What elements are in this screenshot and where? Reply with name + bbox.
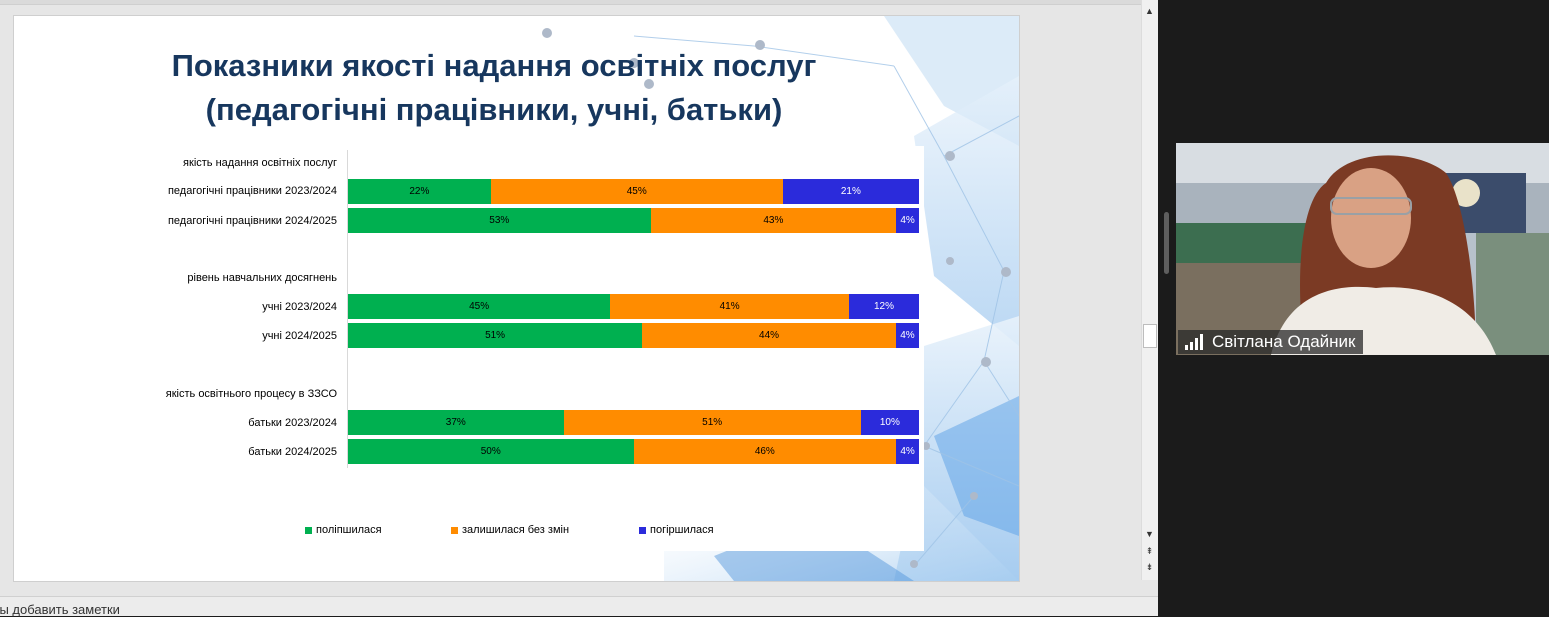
bar-data-label: 53% [489,215,510,226]
bar-segment-unchanged: 51% [563,410,861,435]
slide-editor: Показники якості надання освітніх послуг… [0,0,1159,617]
category-label: батьки 2024/2025 [248,446,337,458]
bar-data-label: 43% [763,215,784,226]
legend-swatch [451,526,458,534]
group-header-achievements: рівень навчальних досягнень [187,272,337,284]
bar-data-label: 37% [445,417,466,428]
previous-slide-icon[interactable]: ⇞ [1145,546,1154,556]
participant-video-frame [1176,143,1549,355]
legend-label: залишилася без змін [462,524,570,536]
bar-segment-worsened: 10% [860,410,919,435]
scrollbar-thumb[interactable] [1143,324,1157,348]
bar-segment-unchanged: 43% [650,208,897,233]
bar-segment-improved: 53% [348,208,651,233]
legend-item-unchanged: залишилася без змін [451,524,569,536]
category-label: учні 2024/2025 [262,330,337,342]
category-label: батьки 2023/2024 [248,417,337,429]
bar-segment-unchanged: 44% [642,323,896,348]
bar-segment-worsened: 4% [896,439,919,464]
bar-data-label: 12% [874,301,895,312]
signal-bars-icon [1185,334,1203,350]
bar-data-label: 41% [719,301,740,312]
bar-row: 37% 51% 10% [348,410,919,435]
group-header-services: якість надання освітніх послуг [183,157,337,169]
bar-data-label: 10% [879,417,900,428]
bar-segment-improved: 50% [348,439,634,464]
legend-item-improved: поліпшилася [305,524,382,536]
slide-title: Показники якості надання освітніх послуг… [14,44,974,132]
participant-video[interactable] [1176,143,1549,355]
bar-data-label: 4% [900,446,915,457]
slide-canvas[interactable]: Показники якості надання освітніх послуг… [14,16,1019,581]
bar-data-label: 4% [900,215,915,226]
legend-label: погіршилася [650,524,714,536]
legend-swatch [639,526,646,534]
pane-resize-handle[interactable] [1164,212,1169,274]
bar-data-label: 51% [485,330,506,341]
legend-swatch [305,526,312,534]
category-label: учні 2023/2024 [262,301,337,313]
bar-segment-improved: 45% [348,294,611,319]
bar-segment-unchanged: 46% [633,439,897,464]
notes-pane[interactable]: бы добавить заметки [0,596,1158,617]
bar-data-label: 46% [754,446,775,457]
scroll-down-icon[interactable]: ▼ [1145,529,1154,539]
bar-row: 45% 41% 12% [348,294,919,319]
bar-data-label: 51% [702,417,723,428]
next-slide-icon[interactable]: ⇟ [1145,562,1154,572]
legend-label: поліпшилася [316,524,382,536]
legend-item-worsened: погіршилася [639,524,714,536]
bar-row: 22% 45% 21% [348,179,919,204]
bar-segment-improved: 22% [348,179,491,204]
bar-data-label: 50% [480,446,501,457]
category-label: педагогічні працівники 2023/2024 [167,185,337,197]
slide-title-line2: (педагогічні працівники, учні, батьки) [205,92,783,127]
vertical-scrollbar[interactable] [1141,0,1159,580]
group-header-process: якість освітнього процесу в ЗЗСО [165,388,337,400]
category-label: педагогічні працівники 2024/2025 [167,215,337,227]
bar-segment-unchanged: 45% [490,179,783,204]
participant-name: Світлана Одайник [1212,332,1356,351]
chart-category-axis [347,150,348,468]
stacked-bar-chart: якість надання освітніх послуг педагогіч… [142,146,924,551]
bar-segment-improved: 51% [348,323,643,348]
bar-data-label: 4% [900,330,915,341]
bar-data-label: 44% [759,330,780,341]
editor-top-strip [0,0,1158,5]
bar-segment-improved: 37% [348,410,564,435]
bar-data-label: 45% [626,186,647,197]
bar-row: 53% 43% 4% [348,208,919,233]
bar-segment-worsened: 4% [896,208,919,233]
slide-title-line1: Показники якості надання освітніх послуг [171,48,817,83]
bar-data-label: 21% [840,186,861,197]
bar-row: 50% 46% 4% [348,439,919,464]
participant-name-tag: Світлана Одайник [1178,330,1364,354]
bar-data-label: 22% [409,186,430,197]
bar-row: 51% 44% 4% [348,323,919,348]
slide-background-decoration [542,16,1019,581]
notes-placeholder[interactable]: бы добавить заметки [0,602,120,617]
scroll-up-icon[interactable]: ▲ [1145,6,1154,16]
bar-segment-worsened: 21% [782,179,919,204]
bar-segment-worsened: 12% [849,294,919,319]
bar-segment-worsened: 4% [895,323,919,348]
bar-data-label: 45% [469,301,490,312]
bar-segment-unchanged: 41% [610,294,850,319]
